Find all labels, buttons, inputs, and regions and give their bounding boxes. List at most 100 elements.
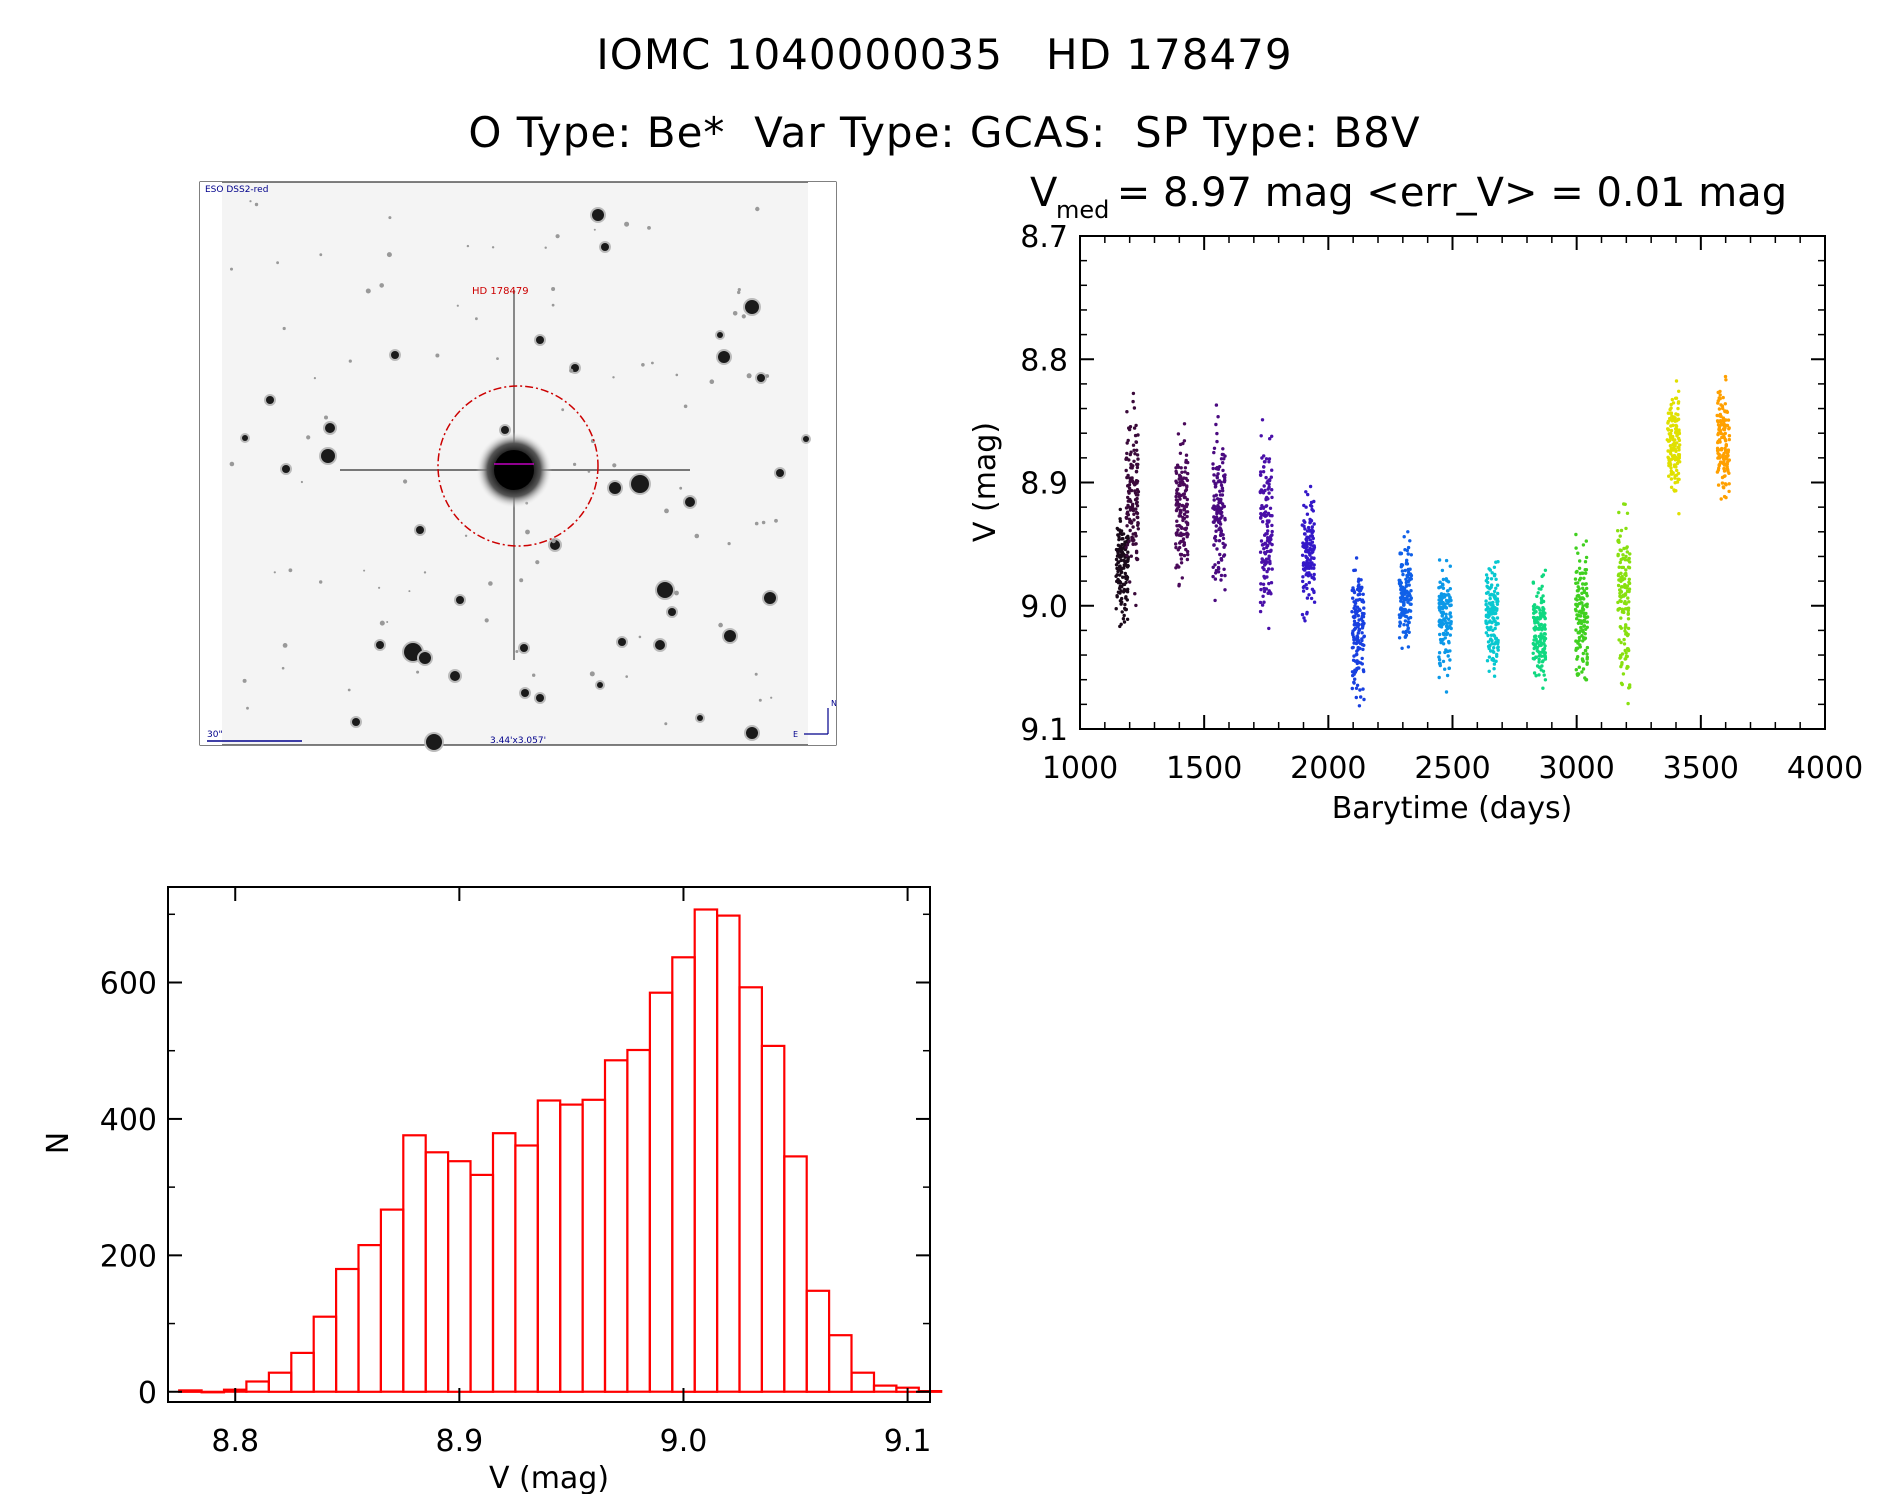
lightcurve-point [1399,599,1403,603]
faint-star [435,353,440,358]
lightcurve-point [1624,573,1628,578]
lightcurve-xtick-label: 2500 [1414,751,1490,786]
lightcurve-point [1261,520,1265,524]
lightcurve-point [1534,655,1538,659]
lightcurve-point [1585,657,1589,661]
lightcurve-point [1668,416,1672,421]
lightcurve-point [1217,497,1222,502]
lightcurve-point [1179,466,1183,470]
lightcurve-point [1583,636,1588,640]
histogram-bar [402,1134,427,1393]
lightcurve-point [1268,506,1273,510]
lightcurve-point [1350,588,1354,593]
lightcurve-point [1486,605,1490,609]
lightcurve-point [1356,614,1361,618]
lightcurve-point [1621,553,1625,557]
faint-star [464,534,468,537]
lightcurve-point [1725,423,1730,428]
lightcurve-point [1131,391,1136,396]
lightcurve-point [1265,545,1269,550]
lightcurve-point [1304,573,1308,577]
lightcurve-point [1118,555,1122,559]
lightcurve-point [1117,537,1121,542]
lightcurve-point [1186,552,1190,557]
lightcurve-point [1354,695,1359,700]
lightcurve-point [1213,482,1218,486]
lightcurve-point [1125,410,1129,414]
faint-star [679,486,683,490]
lightcurve-point [1625,647,1630,651]
lightcurve-point [1129,488,1134,493]
lightcurve-point [1215,431,1219,436]
lightcurve-point [1542,646,1547,651]
lightcurve-point [1577,602,1582,606]
lightcurve-point [1582,624,1586,628]
lightcurve-point [1447,666,1451,671]
lightcurve-point [1312,522,1316,526]
lightcurve-point [1306,492,1310,497]
lightcurve-point [1727,437,1732,442]
lightcurve-point [1677,436,1681,441]
lightcurve-point [1622,642,1627,646]
lightcurve-xtick-label: 4000 [1787,751,1863,786]
lightcurve-point [1114,557,1119,562]
lightcurve-point [1223,588,1227,592]
lightcurve-point [1358,592,1362,596]
field-star [321,449,335,463]
histogram-ylabel: N [41,1132,76,1154]
lightcurve-point [1541,606,1545,610]
lightcurve-point [1722,436,1727,440]
field-star [325,423,335,433]
lightcurve-point [1619,616,1623,620]
lightcurve-point [1268,559,1272,563]
lightcurve-point [1623,502,1627,506]
lightcurve-point [1183,495,1187,499]
lightcurve-point [1123,571,1128,576]
lightcurve-point [1444,624,1449,629]
lightcurve-point [1581,659,1585,663]
lightcurve-point [1267,626,1271,631]
lightcurve-point [1262,547,1266,551]
lightcurve-point [1543,568,1548,572]
lightcurve-point [1446,654,1450,658]
lightcurve-point [1624,568,1628,572]
lightcurve-ytick-label: 8.7 [1020,220,1068,255]
lightcurve-point [1490,583,1494,587]
lightcurve-point [1134,423,1138,428]
lightcurve-point [1182,439,1187,443]
lightcurve-point [1579,610,1584,614]
lightcurve-point [1485,625,1490,630]
lightcurve-point [1259,582,1263,586]
lightcurve-point [1723,402,1728,406]
lightcurve-point [1446,600,1450,604]
histogram-bar [357,1243,382,1393]
lightcurve-point [1574,546,1578,550]
lightcurve-point [1128,452,1133,457]
lightcurve-point [1270,488,1274,492]
lightcurve-point [1135,511,1140,516]
field-star [266,396,274,404]
lightcurve-point [1361,615,1366,619]
faint-star [765,374,770,378]
lightcurve-point [1310,507,1314,512]
lightcurve-point [1577,665,1582,669]
lightcurve-point [1355,659,1359,663]
lightcurve-point [1445,579,1449,583]
lightcurve-point [1542,673,1546,677]
field-star [352,718,360,726]
field-star [501,426,509,434]
lightcurve-point [1182,508,1186,512]
lightcurve-point [1536,591,1540,595]
lightcurve-point [1269,475,1274,479]
lightcurve-point [1717,407,1722,411]
lightcurve-point [1616,538,1621,542]
lightcurve-point [1310,540,1315,544]
lightcurve-point [1129,521,1134,525]
lightcurve-point [1352,568,1356,573]
lightcurve-point [1116,528,1121,532]
lightcurve-point [1577,566,1582,570]
histogram-bar [559,1103,584,1393]
lightcurve-point [1258,609,1263,614]
lightcurve-point [1437,675,1441,680]
lightcurve-point [1491,649,1495,653]
